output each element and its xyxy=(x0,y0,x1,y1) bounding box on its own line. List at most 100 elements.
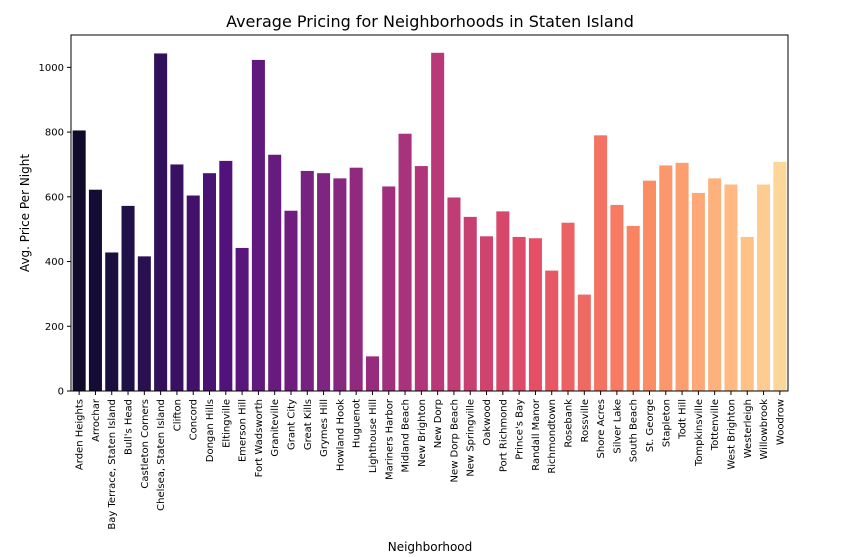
bar-14 xyxy=(300,170,314,391)
bar-20 xyxy=(398,133,412,391)
bar-26 xyxy=(496,211,510,391)
bar-10 xyxy=(235,247,249,391)
bar-17 xyxy=(349,167,363,391)
y-tick-label: 0 xyxy=(58,387,64,398)
bar-41 xyxy=(740,236,754,391)
x-tick-label: Clifton xyxy=(172,399,183,431)
bar-25 xyxy=(480,236,494,391)
bar-24 xyxy=(463,216,477,391)
x-tick-label: Oakwood xyxy=(482,399,493,446)
bar-33 xyxy=(610,204,624,391)
x-tick-label: Castleton Corners xyxy=(140,399,151,489)
bar-11 xyxy=(251,59,265,392)
x-tick-label: St. George xyxy=(645,399,656,452)
x-tick-label: Bay Terrace, Staten Island xyxy=(107,399,118,530)
bar-16 xyxy=(333,178,347,391)
bar-39 xyxy=(708,178,722,391)
bar-0 xyxy=(72,130,86,391)
bars-group xyxy=(72,52,787,392)
bar-28 xyxy=(528,238,542,391)
bar-15 xyxy=(317,173,331,391)
x-tick-label: Great Kills xyxy=(303,399,314,450)
bar-19 xyxy=(382,186,396,391)
x-tick-label: Howland Hook xyxy=(335,399,346,471)
y-axis-label: Avg. Price Per Night xyxy=(18,154,32,272)
bar-30 xyxy=(561,222,575,391)
bar-7 xyxy=(186,195,200,391)
x-tick-label: New Dorp Beach xyxy=(449,399,460,482)
y-tick-label: 600 xyxy=(45,192,64,203)
x-axis-ticks: Arden Heights Arrochar Bay Terrace, Staten… xyxy=(75,391,786,530)
x-tick-label: Lighthouse Hill xyxy=(368,399,379,473)
x-axis-label: Neighborhood xyxy=(388,540,473,554)
bar-34 xyxy=(626,225,640,391)
bar-31 xyxy=(577,294,591,391)
bar-21 xyxy=(414,166,428,391)
x-tick-label: Arrochar xyxy=(91,398,102,442)
x-tick-label: Grymes Hill xyxy=(319,399,330,457)
x-tick-label: Chelsea, Staten Island xyxy=(156,399,167,511)
bar-27 xyxy=(512,236,526,391)
bar-5 xyxy=(154,53,168,391)
x-tick-label: Graniteville xyxy=(270,399,281,457)
bar-32 xyxy=(594,135,608,391)
x-tick-label: Rossville xyxy=(580,399,591,442)
y-tick-label: 400 xyxy=(45,257,64,268)
x-tick-label: Tompkinsville xyxy=(694,399,705,467)
x-tick-label: Rosebank xyxy=(564,399,575,448)
bar-40 xyxy=(724,184,738,391)
y-axis-ticks: 0 200 400 600 800 1000 xyxy=(39,63,71,398)
bar-22 xyxy=(431,52,445,392)
x-tick-label: Emerson Hill xyxy=(238,399,249,462)
bar-29 xyxy=(545,270,559,391)
bar-13 xyxy=(284,210,298,391)
x-tick-label: Port Richmond xyxy=(498,399,509,472)
x-tick-label: Concord xyxy=(189,399,200,440)
y-tick-label: 1000 xyxy=(39,63,64,74)
bar-43 xyxy=(773,161,787,391)
bar-36 xyxy=(659,165,673,391)
x-tick-label: Todt Hill xyxy=(678,399,689,440)
x-tick-label: Willowbrook xyxy=(759,399,770,460)
bar-42 xyxy=(757,184,771,391)
bar-37 xyxy=(675,162,689,391)
x-tick-label: Woodrow xyxy=(775,399,786,445)
x-tick-label: West Brighton xyxy=(726,399,737,470)
x-tick-label: Arden Heights xyxy=(75,399,86,470)
x-tick-label: South Beach xyxy=(629,399,640,462)
y-tick-label: 800 xyxy=(45,128,64,139)
x-tick-label: Dongan Hills xyxy=(205,399,216,462)
plot-frame xyxy=(70,34,789,392)
x-tick-label: Richmondtown xyxy=(547,399,558,474)
x-tick-label: Prince's Bay xyxy=(515,399,526,460)
x-tick-label: New Dorp xyxy=(433,399,444,448)
x-tick-label: Shore Acres xyxy=(596,399,607,458)
x-tick-label: New Brighton xyxy=(417,399,428,467)
x-tick-label: Grant City xyxy=(286,399,297,450)
y-tick-label: 200 xyxy=(45,322,64,333)
x-tick-label: Tottenville xyxy=(710,399,721,451)
bar-35 xyxy=(642,180,657,391)
x-tick-label: New Springville xyxy=(466,399,477,477)
bar-8 xyxy=(202,173,217,391)
bar-38 xyxy=(691,192,705,391)
bar-9 xyxy=(219,160,233,391)
x-tick-label: Randall Manor xyxy=(531,398,542,471)
x-tick-label: Silver Lake xyxy=(612,399,623,454)
bar-3 xyxy=(121,205,135,391)
x-tick-label: Stapleton xyxy=(661,399,672,447)
x-tick-label: Eltingville xyxy=(221,399,232,448)
bar-6 xyxy=(170,164,184,391)
x-tick-label: Midland Beach xyxy=(401,399,412,473)
x-tick-label: Westerleigh xyxy=(743,399,754,458)
bar-18 xyxy=(365,356,379,391)
bar-2 xyxy=(105,252,119,391)
x-tick-label: Mariners Harbor xyxy=(384,398,395,480)
x-tick-label: Fort Wadsworth xyxy=(254,399,265,477)
bar-1 xyxy=(88,189,102,391)
chart-title: Average Pricing for Neighborhoods in Sta… xyxy=(226,12,634,31)
bar-4 xyxy=(137,256,151,391)
bar-12 xyxy=(268,154,282,391)
x-tick-label: Bull's Head xyxy=(124,399,135,455)
bar-23 xyxy=(447,197,461,391)
